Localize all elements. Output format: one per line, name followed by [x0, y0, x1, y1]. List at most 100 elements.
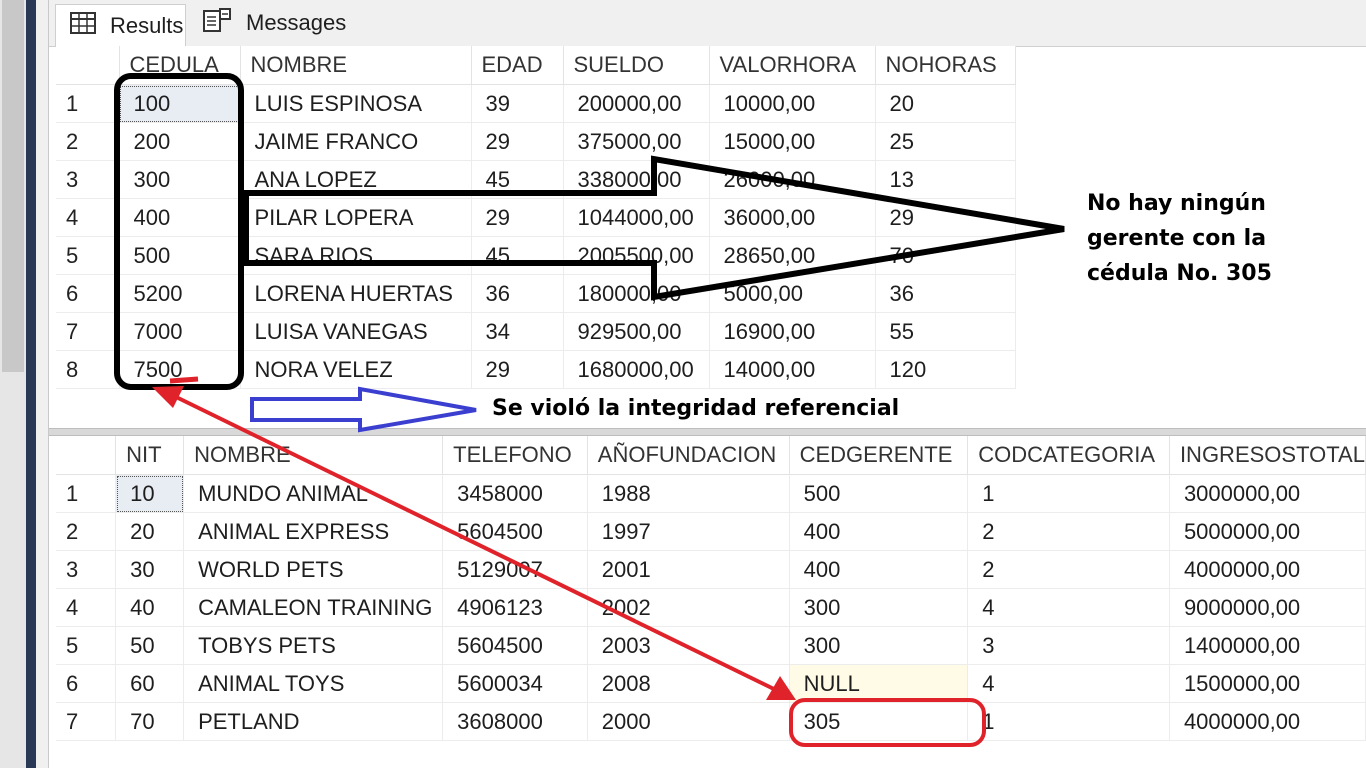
row-number-cell[interactable]: 8	[56, 350, 120, 389]
cell-cedgerente[interactable]: 500	[789, 474, 969, 513]
cell-cedgerente[interactable]: NULL	[789, 664, 969, 703]
cell-cedula[interactable]: 300	[119, 160, 241, 199]
cell-cedula[interactable]: 200	[119, 122, 241, 161]
table-row[interactable]: 6 60 ANIMAL TOYS 5600034 2008 NULL 4 1500000,00	[56, 664, 1366, 703]
table-row[interactable]: 4 40 CAMALEON TRAINING 4906123 2002 300 4 90000…	[56, 588, 1366, 627]
cell-telefono[interactable]: 3608000	[442, 702, 588, 741]
column-header-cedgerente[interactable]: CEDGERENTE	[789, 436, 969, 475]
cell-codcategoria[interactable]: 3	[967, 626, 1170, 665]
cell-valorhora[interactable]: 16900,00	[709, 312, 876, 351]
cell-valorhora[interactable]: 26000,00	[709, 160, 876, 199]
cell-valorhora[interactable]: 14000,00	[709, 350, 876, 389]
table-row[interactable]: 8 7500 NORA VELEZ 29 1680000,00 14000,00 120	[56, 350, 1016, 389]
cell-ingresostotal[interactable]: 5000000,00	[1169, 512, 1366, 551]
cell-nombre[interactable]: ANA LOPEZ	[240, 160, 472, 199]
cell-codcategoria[interactable]: 1	[967, 474, 1170, 513]
cell-sueldo[interactable]: 929500,00	[563, 312, 710, 351]
tab-results[interactable]: Results	[55, 4, 186, 46]
row-number-cell[interactable]: 6	[56, 274, 120, 313]
results-splitter[interactable]	[49, 428, 1366, 436]
cell-codcategoria[interactable]: 2	[967, 512, 1170, 551]
cell-cedula[interactable]: 7500	[119, 350, 241, 389]
cell-nombre[interactable]: WORLD PETS	[183, 550, 444, 589]
cell-ingresostotal[interactable]: 3000000,00	[1169, 474, 1366, 513]
column-header-edad[interactable]: EDAD	[471, 46, 564, 85]
cell-cedgerente[interactable]: 300	[789, 626, 969, 665]
table-row[interactable]: 2 20 ANIMAL EXPRESS 5604500 1997 400 2 5000000,…	[56, 512, 1366, 551]
table-row[interactable]: 7 7000 LUISA VANEGAS 34 929500,00 16900,00 55	[56, 312, 1016, 351]
cell-valorhora[interactable]: 36000,00	[709, 198, 876, 237]
tab-messages[interactable]: Messages	[194, 4, 346, 42]
cell-nombre[interactable]: CAMALEON TRAINING	[183, 588, 444, 627]
column-header-codcategoria[interactable]: CODCATEGORIA	[967, 436, 1170, 475]
cell-nombre[interactable]: SARA RIOS	[240, 236, 472, 275]
cell-cedgerente[interactable]: 400	[789, 512, 969, 551]
cell-nombre[interactable]: ANIMAL EXPRESS	[183, 512, 444, 551]
cell-nombre[interactable]: PILAR LOPERA	[240, 198, 472, 237]
cell-ingresostotal[interactable]: 1500000,00	[1169, 664, 1366, 703]
cell-sueldo[interactable]: 180000,00	[563, 274, 710, 313]
cell-sueldo[interactable]: 1680000,00	[563, 350, 710, 389]
cell-sueldo[interactable]: 2005500,00	[563, 236, 710, 275]
cell-anofundacion[interactable]: 2000	[587, 702, 790, 741]
cell-nombre[interactable]: PETLAND	[183, 702, 444, 741]
cell-anofundacion[interactable]: 2002	[587, 588, 790, 627]
column-header-nohoras[interactable]: NOHORAS	[875, 46, 1016, 85]
cell-valorhora[interactable]: 28650,00	[709, 236, 876, 275]
column-header-ingresostotal[interactable]: INGRESOSTOTAL	[1169, 436, 1366, 475]
table-row[interactable]: 7 70 PETLAND 3608000 2000 305 1 4000000,00	[56, 702, 1366, 741]
cell-codcategoria[interactable]: 1	[967, 702, 1170, 741]
column-header-telefono[interactable]: TELEFONO	[442, 436, 588, 475]
cell-valorhora[interactable]: 10000,00	[709, 84, 876, 123]
cell-edad[interactable]: 39	[471, 84, 564, 123]
cell-anofundacion[interactable]: 2003	[587, 626, 790, 665]
table-row[interactable]: 3 300 ANA LOPEZ 45 338000,00 26000,00 13	[56, 160, 1016, 199]
cell-codcategoria[interactable]: 2	[967, 550, 1170, 589]
cell-ingresostotal[interactable]: 1400000,00	[1169, 626, 1366, 665]
cell-nohoras[interactable]: 29	[875, 198, 1016, 237]
cell-anofundacion[interactable]: 1988	[587, 474, 790, 513]
column-header-sueldo[interactable]: SUELDO	[563, 46, 710, 85]
cell-codcategoria[interactable]: 4	[967, 664, 1170, 703]
row-number-cell[interactable]: 2	[56, 512, 117, 551]
cell-nit[interactable]: 10	[115, 474, 185, 513]
cell-nombre[interactable]: JAIME FRANCO	[240, 122, 472, 161]
cell-edad[interactable]: 45	[471, 236, 564, 275]
cell-nohoras[interactable]: 120	[875, 350, 1016, 389]
row-number-cell[interactable]: 5	[56, 236, 120, 275]
outer-scroll-thumb[interactable]	[2, 0, 24, 372]
column-header-cedula[interactable]: CEDULA	[119, 46, 241, 85]
cell-nohoras[interactable]: 36	[875, 274, 1016, 313]
cell-edad[interactable]: 29	[471, 122, 564, 161]
row-number-cell[interactable]: 4	[56, 198, 120, 237]
table-row[interactable]: 3 30 WORLD PETS 5129007 2001 400 2 4000000,00	[56, 550, 1366, 589]
column-header-anofundacion[interactable]: AÑOFUNDACION	[587, 436, 790, 475]
cell-nombre[interactable]: NORA VELEZ	[240, 350, 472, 389]
cell-nit[interactable]: 50	[115, 626, 185, 665]
table-row[interactable]: 4 400 PILAR LOPERA 29 1044000,00 36000,00 29	[56, 198, 1016, 237]
cell-cedula[interactable]: 7000	[119, 312, 241, 351]
cell-ingresostotal[interactable]: 4000000,00	[1169, 550, 1366, 589]
cell-sueldo[interactable]: 1044000,00	[563, 198, 710, 237]
column-header-nombre[interactable]: NOMBRE	[240, 46, 472, 85]
cell-nit[interactable]: 20	[115, 512, 185, 551]
table-row[interactable]: 2 200 JAIME FRANCO 29 375000,00 15000,00 25	[56, 122, 1016, 161]
row-number-cell[interactable]: 2	[56, 122, 120, 161]
cell-nombre[interactable]: TOBYS PETS	[183, 626, 444, 665]
cell-nit[interactable]: 40	[115, 588, 185, 627]
row-number-cell[interactable]: 1	[56, 84, 120, 123]
row-number-header[interactable]	[56, 46, 120, 85]
cell-edad[interactable]: 29	[471, 198, 564, 237]
column-header-nit[interactable]: NIT	[115, 436, 185, 475]
row-number-cell[interactable]: 1	[56, 474, 117, 513]
cell-anofundacion[interactable]: 2001	[587, 550, 790, 589]
cell-sueldo[interactable]: 375000,00	[563, 122, 710, 161]
cell-valorhora[interactable]: 15000,00	[709, 122, 876, 161]
cell-nit[interactable]: 30	[115, 550, 185, 589]
cell-ingresostotal[interactable]: 9000000,00	[1169, 588, 1366, 627]
cell-nit[interactable]: 70	[115, 702, 185, 741]
cell-nombre[interactable]: LORENA HUERTAS	[240, 274, 472, 313]
cell-cedgerente[interactable]: 305	[789, 702, 969, 741]
cell-nohoras[interactable]: 13	[875, 160, 1016, 199]
cell-nohoras[interactable]: 25	[875, 122, 1016, 161]
